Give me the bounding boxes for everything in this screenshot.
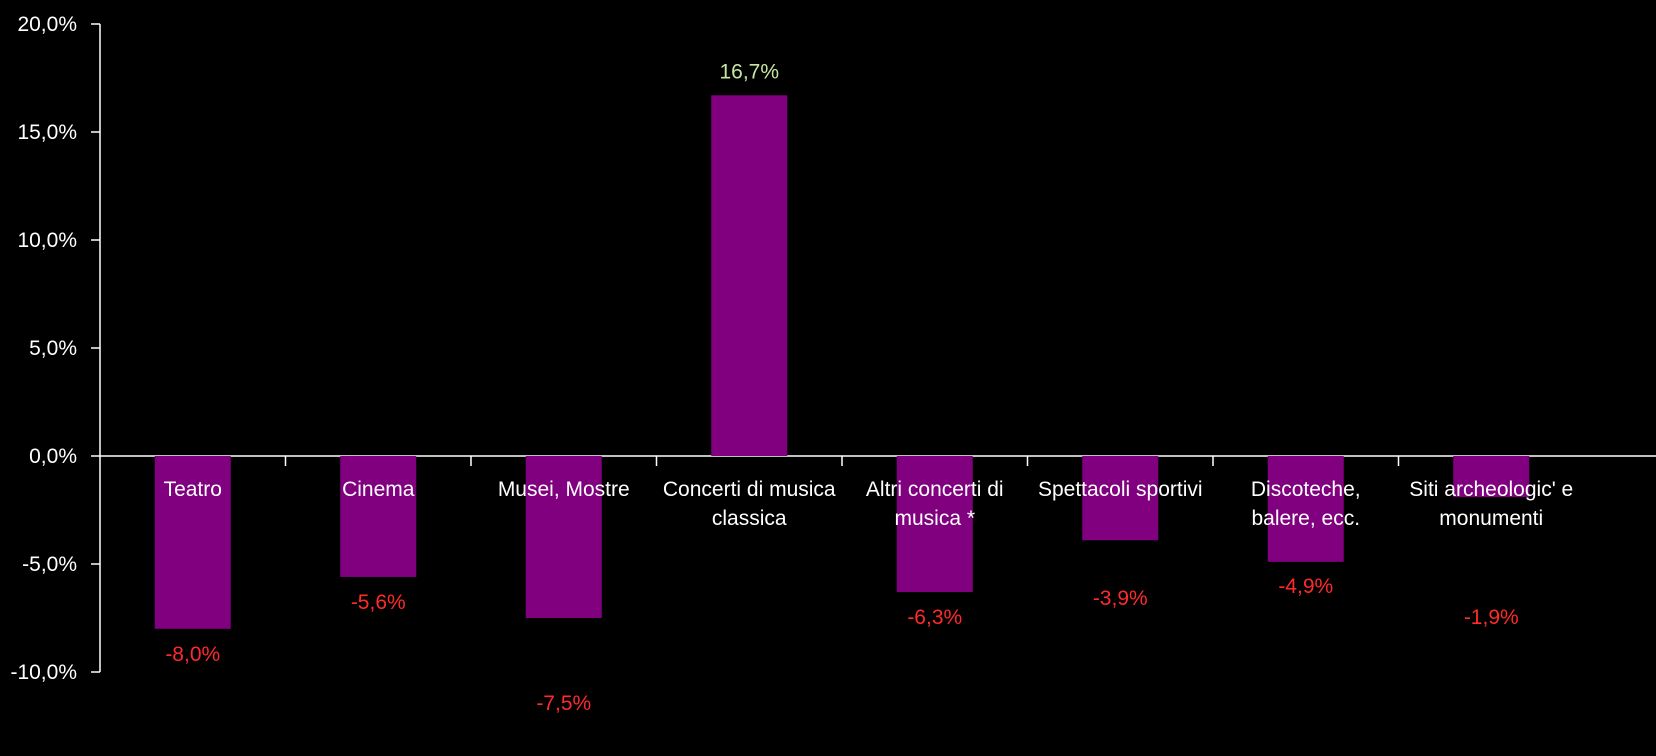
axis-layer: 20,0% 15,0% 10,0% 5,0% 0,0% -5,0% -10,0%: [10, 13, 1656, 684]
bar: [711, 95, 788, 456]
label-layer: Teatro Cinema Musei, Mostre Concerti di mus…: [164, 60, 1574, 715]
data-label: -6,3%: [907, 606, 962, 629]
data-label: -8,0%: [165, 643, 220, 666]
data-label: -4,9%: [1278, 575, 1333, 598]
category-label: Discoteche, balere, ecc.: [1251, 478, 1361, 530]
category-label-line: Spettacoli sportivi: [1038, 478, 1203, 501]
bar: [154, 456, 231, 629]
category-label-line: Concerti di musica: [663, 478, 836, 501]
category-label: Musei, Mostre: [498, 478, 630, 501]
bar: [1453, 456, 1530, 498]
bar-layer: [154, 95, 1530, 629]
data-label: -1,9%: [1464, 606, 1519, 629]
bar: [525, 456, 602, 618]
category-label-line: balere, ecc.: [1251, 507, 1360, 530]
category-label-line: Discoteche,: [1251, 478, 1361, 501]
category-label-line: Cinema: [342, 478, 415, 501]
bar: [896, 456, 973, 593]
category-label: Teatro: [164, 478, 222, 501]
bar: [1082, 456, 1159, 541]
category-label: Altri concerti di musica *: [866, 478, 1004, 530]
category-label: Concerti di musica classica: [663, 478, 836, 530]
y-tick-label: 10,0%: [17, 229, 77, 252]
category-label: Spettacoli sportivi: [1038, 478, 1203, 501]
category-label-line: Teatro: [164, 478, 222, 501]
category-label-line: Siti archeologic' e: [1409, 478, 1573, 501]
y-tick-label: 15,0%: [17, 121, 77, 144]
category-label-line: musica *: [894, 507, 975, 530]
bar: [340, 456, 417, 577]
category-label: Siti archeologic' e monumenti: [1409, 478, 1573, 530]
y-tick-label: -10,0%: [10, 661, 77, 684]
category-label: Cinema: [342, 478, 415, 501]
category-label-line: monumenti: [1439, 507, 1543, 530]
category-label-line: classica: [712, 507, 787, 530]
data-label: -3,9%: [1093, 587, 1148, 610]
data-label: -7,5%: [536, 692, 591, 715]
category-label-line: Musei, Mostre: [498, 478, 630, 501]
y-tick-label: -5,0%: [22, 553, 77, 576]
data-label: 16,7%: [719, 60, 779, 83]
category-label-line: Altri concerti di: [866, 478, 1004, 501]
y-tick-label: 20,0%: [17, 13, 77, 36]
y-tick-label: 0,0%: [29, 445, 77, 468]
data-label: -5,6%: [351, 591, 406, 614]
bar: [1267, 456, 1344, 562]
y-tick-label: 5,0%: [29, 337, 77, 360]
